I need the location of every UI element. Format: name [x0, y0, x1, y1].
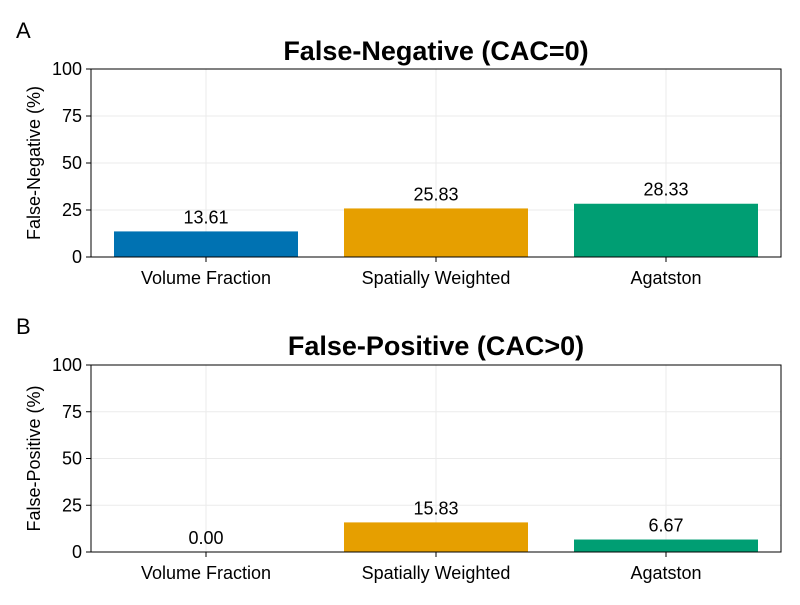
- chart-a-xtick-label-2: Agatston: [630, 268, 701, 288]
- chart-b-panel-letter: B: [16, 314, 31, 339]
- chart-a-data-label-0: 13.61: [183, 207, 228, 227]
- chart-b-ytick-label-1: 25: [62, 495, 82, 515]
- chart-a-bar-0: [114, 231, 298, 257]
- chart-a-data-label-1: 25.83: [413, 184, 458, 204]
- chart-a-panel-letter: A: [16, 18, 31, 43]
- chart-b-xtick-label-1: Spatially Weighted: [362, 563, 511, 583]
- chart-a-data-label-2: 28.33: [643, 180, 688, 200]
- chart-a-ytick-label-3: 75: [62, 106, 82, 126]
- chart-a-ytick-label-4: 100: [52, 59, 82, 79]
- chart-a-ytick-label-1: 25: [62, 200, 82, 220]
- chart-b-data-label-2: 6.67: [648, 516, 683, 536]
- chart-b-xtick-label-2: Agatston: [630, 563, 701, 583]
- chart-a-ylabel: False-Negative (%): [24, 86, 44, 240]
- chart-a-xtick-label-1: Spatially Weighted: [362, 268, 511, 288]
- chart-b-ylabel: False-Positive (%): [24, 385, 44, 531]
- chart-a-title: False-Negative (CAC=0): [283, 36, 588, 66]
- chart-b-ytick-label-0: 0: [72, 542, 82, 562]
- chart-a-ytick-label-0: 0: [72, 247, 82, 267]
- chart-b-data-label-0: 0.00: [188, 528, 223, 548]
- chart-b-ytick-label-3: 75: [62, 402, 82, 422]
- chart-b-xtick-label-0: Volume Fraction: [141, 563, 271, 583]
- chart-b-ytick-label-4: 100: [52, 355, 82, 375]
- chart-b-data-label-1: 15.83: [413, 498, 458, 518]
- chart-b-ytick-label-2: 50: [62, 449, 82, 469]
- chart-a-bar-2: [574, 203, 758, 257]
- chart-a-bar-1: [344, 208, 528, 257]
- chart-b-title: False-Positive (CAC>0): [288, 331, 584, 361]
- chart-b-bar-1: [344, 522, 528, 552]
- chart-b-bar-2: [574, 539, 758, 552]
- chart-a-ytick-label-2: 50: [62, 153, 82, 173]
- chart-a-xtick-label-0: Volume Fraction: [141, 268, 271, 288]
